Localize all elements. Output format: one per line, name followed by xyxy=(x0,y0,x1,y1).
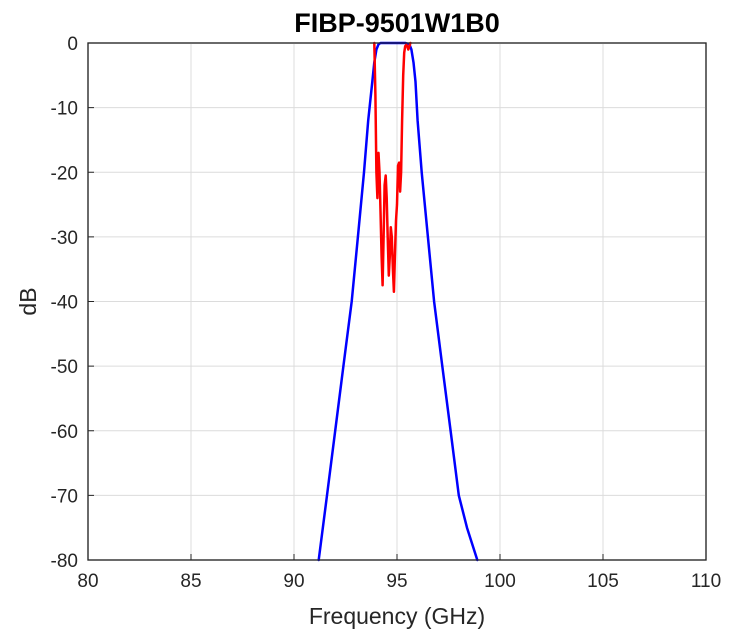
y-tick-label: -80 xyxy=(51,551,78,572)
y-tick-label: -10 xyxy=(51,99,78,120)
y-tick-label: -20 xyxy=(51,163,78,184)
x-tick-label: 80 xyxy=(77,571,98,592)
y-tick-label: -50 xyxy=(51,357,78,378)
x-tick-label: 85 xyxy=(180,571,201,592)
x-axis-label: Frequency (GHz) xyxy=(309,603,485,629)
x-tick-label: 90 xyxy=(283,571,304,592)
y-tick-label: -30 xyxy=(51,228,78,249)
plot-frame xyxy=(87,42,707,561)
y-tick-label: -70 xyxy=(51,486,78,507)
x-tick-label: 105 xyxy=(587,571,619,592)
y-tick-label: -60 xyxy=(51,422,78,443)
y-tick-label: -40 xyxy=(51,293,78,314)
y-tick-label: 0 xyxy=(67,34,78,55)
tick-layer: 80 85 90 95 100 105 110 0 -10 -20 -30 -40 -50 -60 -70 -… xyxy=(51,34,722,592)
x-tick-label: 110 xyxy=(691,571,721,592)
chart-title: FIBP-9501W1B0 xyxy=(294,8,500,38)
x-tick-label: 95 xyxy=(386,571,407,592)
y-axis-label: dB xyxy=(15,287,41,315)
x-tick-label: 100 xyxy=(484,571,516,592)
series-line-red xyxy=(373,41,412,294)
